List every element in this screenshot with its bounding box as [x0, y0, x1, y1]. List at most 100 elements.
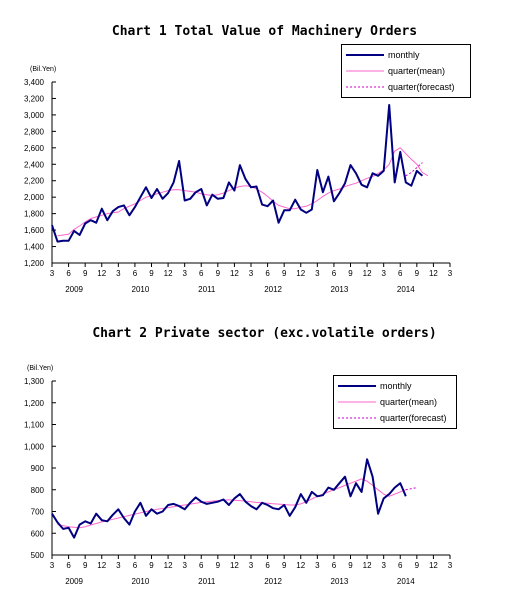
series-quarter-mean-line	[57, 478, 406, 529]
legend-label-quarter-mean: quarter(mean)	[380, 397, 438, 407]
x-tick-label: 6	[199, 561, 204, 570]
y-axis-label: (Bil.Yen)	[30, 66, 56, 73]
x-tick-label: 3	[448, 561, 453, 570]
x-tick-label: 12	[230, 561, 239, 570]
legend-swatch-monthly	[346, 54, 384, 56]
y-tick-label: 1,200	[24, 259, 45, 268]
x-tick-label: 3	[182, 561, 187, 570]
y-tick-label: 3,400	[24, 78, 45, 87]
x-tick-label: 3	[182, 269, 187, 278]
x-tick-label: 12	[363, 269, 372, 278]
y-tick-label: 2,200	[24, 177, 45, 186]
y-tick-label: 700	[31, 508, 45, 517]
x-tick-label: 3	[381, 269, 386, 278]
x-tick-label: 3	[315, 561, 320, 570]
x-tick-label: 12	[296, 269, 305, 278]
legend-swatch-quarter-mean	[346, 70, 384, 72]
series-monthly-line	[51, 104, 424, 243]
series-quarter-forecast-line	[405, 487, 417, 491]
y-tick-label: 2,000	[24, 193, 45, 202]
y-tick-label: 2,400	[24, 160, 45, 169]
legend-item-quarter-mean: quarter(mean)	[334, 395, 456, 409]
series-quarter-forecast-line	[405, 162, 423, 177]
x-tick-label: 3	[249, 561, 254, 570]
x-tick-label: 12	[429, 269, 438, 278]
x-year-label: 2009	[65, 285, 83, 294]
x-tick-label: 12	[164, 269, 173, 278]
chart-1-legend: monthly quarter(mean) quarter(forecast)	[341, 44, 471, 98]
y-tick-label: 1,400	[24, 243, 45, 252]
y-tick-label: 1,200	[24, 399, 45, 408]
chart-1: 1,200 1,400 1,600 1,800 2,000 2,200 2,400 2,600…	[24, 66, 453, 294]
x-year-label: 2009	[65, 577, 83, 586]
x-year-label: 2011	[198, 577, 216, 586]
x-tick-label: 9	[216, 269, 221, 278]
x-tick-label: 6	[332, 561, 337, 570]
x-tick-label: 3	[315, 269, 320, 278]
legend-label-quarter-forecast: quarter(forecast)	[380, 413, 447, 423]
x-tick-label: 6	[265, 561, 270, 570]
x-tick-label: 9	[216, 561, 221, 570]
x-tick-label: 6	[398, 269, 403, 278]
y-tick-label: 2,600	[24, 144, 45, 153]
legend-item-quarter-forecast: quarter(forecast)	[334, 411, 456, 425]
series-quarter-mean-line	[57, 147, 429, 237]
chart-2-legend: monthly quarter(mean) quarter(forecast)	[333, 375, 457, 429]
x-tick-label: 12	[97, 269, 106, 278]
x-tick-label: 6	[199, 269, 204, 278]
legend-swatch-quarter-forecast	[338, 417, 376, 419]
x-tick-label: 3	[249, 269, 254, 278]
x-year-label: 2010	[132, 285, 150, 294]
chart-2: 500 600 700 800 900 1,000 1,100 1,200 1,300 (Bil.…	[24, 365, 453, 586]
x-tick-label: 9	[149, 561, 154, 570]
legend-item-monthly: monthly	[342, 48, 470, 62]
legend-label-monthly: monthly	[388, 50, 420, 60]
y-tick-label: 1,600	[24, 226, 45, 235]
x-tick-label: 6	[133, 269, 138, 278]
y-tick-label: 600	[31, 529, 45, 538]
y-tick-label: 1,800	[24, 210, 45, 219]
x-tick-label: 3	[116, 561, 121, 570]
legend-item-quarter-forecast: quarter(forecast)	[342, 80, 470, 94]
x-tick-label: 9	[348, 561, 353, 570]
y-tick-label: 3,000	[24, 111, 45, 120]
y-tick-label: 800	[31, 486, 45, 495]
x-tick-label: 9	[83, 269, 88, 278]
x-tick-label: 9	[282, 561, 287, 570]
x-tick-label: 6	[66, 269, 71, 278]
x-tick-label: 9	[83, 561, 88, 570]
chart-2-title: Chart 2 Private sector (exc.volatile ord…	[92, 326, 437, 341]
legend-swatch-monthly	[338, 385, 376, 387]
y-tick-label: 900	[31, 464, 45, 473]
x-tick-label: 12	[230, 269, 239, 278]
x-tick-label: 12	[363, 561, 372, 570]
y-tick-label: 500	[31, 551, 45, 560]
x-tick-label: 6	[398, 561, 403, 570]
x-year-label: 2014	[397, 285, 415, 294]
x-tick-label: 12	[296, 561, 305, 570]
x-tick-label: 3	[50, 561, 55, 570]
x-year-label: 2013	[331, 577, 349, 586]
y-tick-label: 3,200	[24, 94, 45, 103]
x-tick-label: 9	[282, 269, 287, 278]
x-tick-label: 3	[50, 269, 55, 278]
x-tick-label: 9	[149, 269, 154, 278]
x-year-label: 2013	[331, 285, 349, 294]
y-tick-label: 1,100	[24, 421, 45, 430]
chart-1-title: Chart 1 Total Value of Machinery Orders	[111, 24, 418, 39]
x-year-label: 2011	[198, 285, 216, 294]
x-year-label: 2012	[264, 285, 282, 294]
legend-label-quarter-mean: quarter(mean)	[388, 66, 446, 76]
legend-label-monthly: monthly	[380, 381, 412, 391]
x-tick-label: 9	[415, 561, 420, 570]
legend-swatch-quarter-mean	[338, 401, 376, 403]
x-tick-label: 6	[66, 561, 71, 570]
x-year-label: 2014	[397, 577, 415, 586]
x-tick-label: 6	[265, 269, 270, 278]
x-tick-label: 9	[415, 269, 420, 278]
legend-label-quarter-forecast: quarter(forecast)	[388, 82, 455, 92]
x-tick-label: 12	[97, 561, 106, 570]
legend-item-quarter-mean: quarter(mean)	[342, 64, 470, 78]
x-tick-label: 12	[164, 561, 173, 570]
y-tick-label: 1,000	[24, 442, 45, 451]
